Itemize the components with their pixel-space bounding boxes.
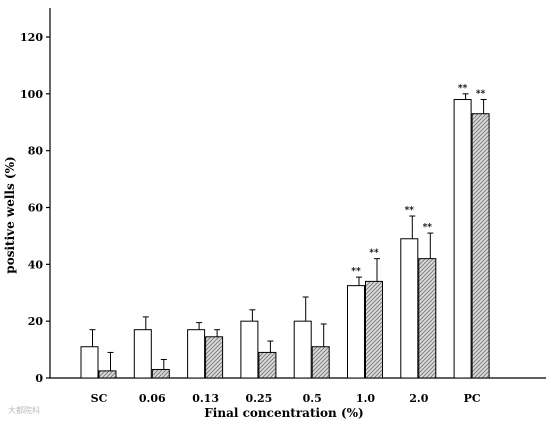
- bar-hatched: [311, 346, 330, 379]
- significance-label: **: [369, 249, 379, 259]
- labels-group: 0 20 40 60 80 100 120 SC 0.06 0.13 0.25 0.5 1.0 ** ** 2…: [20, 31, 486, 405]
- bar-hatched: [418, 258, 437, 379]
- bar-white: [187, 329, 206, 379]
- bar-white: [293, 320, 312, 379]
- bar-hatched: [98, 370, 117, 379]
- bar-hatched: [151, 368, 170, 379]
- y-tick-label: 60: [28, 202, 44, 215]
- y-tick-label: 40: [28, 258, 44, 271]
- y-tick-label: 0: [35, 372, 43, 385]
- y-tick-label: 80: [28, 145, 44, 158]
- x-category-label: SC: [91, 392, 108, 405]
- significance-label: **: [458, 84, 468, 94]
- bar-hatched: [471, 113, 490, 379]
- y-axis-title: positive wells (%): [3, 156, 17, 273]
- y-tick-label: 20: [28, 315, 44, 328]
- significance-label: **: [351, 267, 361, 277]
- x-axis-title: Final concentration (%): [204, 406, 363, 420]
- x-category-label: PC: [464, 392, 481, 405]
- x-category-label: 2.0: [409, 392, 428, 405]
- watermark: 大都院科: [8, 405, 40, 415]
- significance-label: **: [405, 206, 415, 216]
- bar-white: [400, 238, 419, 379]
- bar-hatched: [365, 280, 383, 379]
- bar-white: [133, 329, 152, 379]
- significance-label: **: [423, 223, 433, 233]
- x-category-label: 0.25: [246, 392, 273, 405]
- x-category-label: 0.06: [139, 392, 166, 405]
- x-category-label: 1.0: [356, 392, 375, 405]
- x-category-label: 0.5: [303, 392, 322, 405]
- y-tick-label: 100: [20, 88, 43, 101]
- bar-hatched: [205, 336, 224, 379]
- bars-group: [80, 93, 490, 379]
- bar-white: [240, 320, 259, 379]
- bar-white: [347, 285, 365, 379]
- x-category-label: 0.13: [192, 392, 219, 405]
- y-tick-label: 120: [20, 31, 43, 44]
- bar-white: [453, 99, 472, 379]
- significance-label: **: [476, 90, 486, 100]
- bar-white: [80, 346, 99, 379]
- bar-hatched: [258, 351, 277, 379]
